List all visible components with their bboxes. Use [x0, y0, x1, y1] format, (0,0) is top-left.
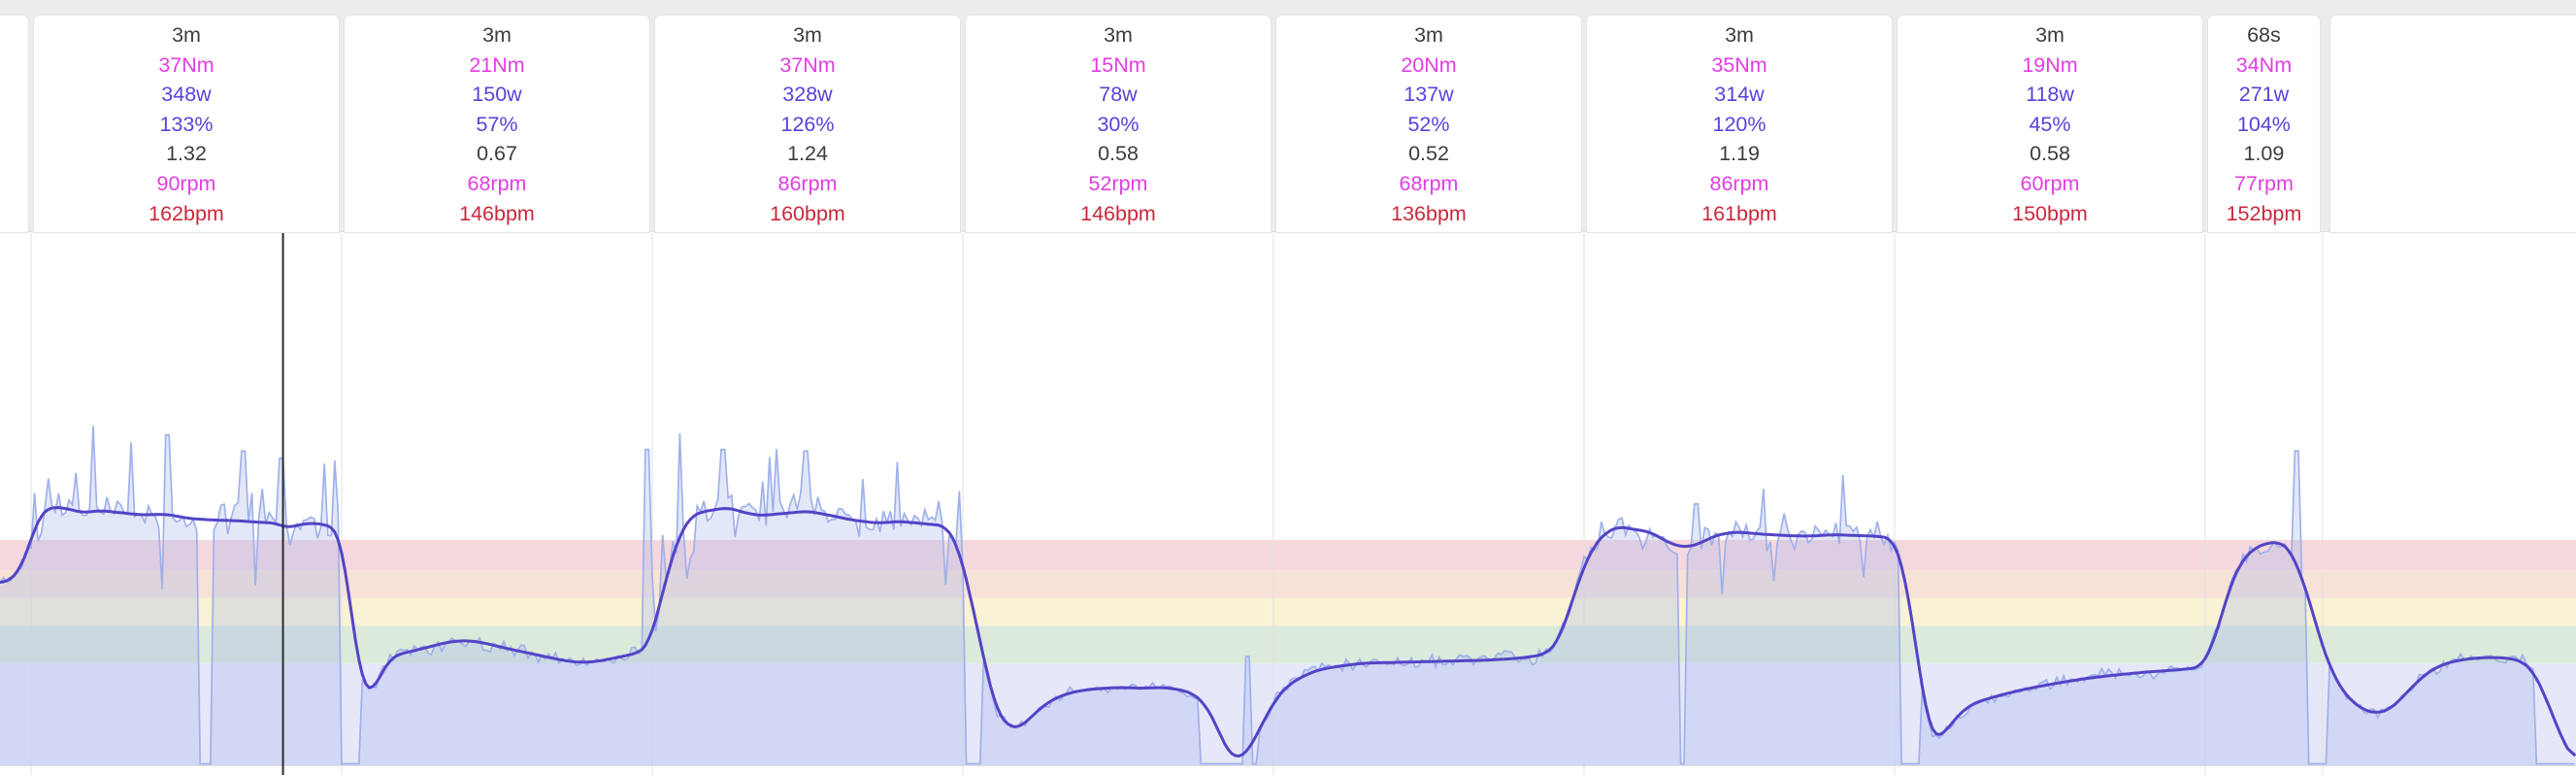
interval-power: 150w: [472, 83, 522, 107]
interval-power: 328w: [782, 83, 833, 107]
interval-ratio: 0.52: [1408, 142, 1449, 166]
interval-duration: 3m: [2035, 23, 2064, 47]
interval-card[interactable]: 3m 37Nm 348w 133% 1.32 90rpm 162bpm: [33, 15, 340, 233]
interval-power: 348w: [161, 83, 212, 107]
interval-torque: 21Nm: [469, 52, 525, 77]
interval-hr: 162bpm: [149, 201, 224, 225]
interval-hr: 150bpm: [2012, 201, 2088, 225]
interval-card[interactable]: 3m 15Nm 78w 30% 0.58 52rpm 146bpm: [965, 15, 1271, 233]
raw-power-area-fill: [0, 425, 2576, 765]
interval-hr: 161bpm: [1701, 201, 1777, 225]
interval-ratio: 1.24: [787, 142, 828, 166]
interval-card[interactable]: 3m 35Nm 314w 120% 1.19 86rpm 161bpm: [1586, 15, 1893, 233]
zone-band-zone-3: [0, 597, 2576, 626]
interval-cadence: 86rpm: [777, 171, 838, 195]
interval-torque: 20Nm: [1401, 52, 1457, 77]
interval-duration: 3m: [1104, 23, 1133, 47]
interval-cadence: 90rpm: [156, 171, 216, 195]
smoothed-power-series: [0, 506, 2576, 758]
interval-ratio: 1.19: [1719, 142, 1760, 166]
interval-card[interactable]: 3m 21Nm 150w 57% 0.67 68rpm 146bpm: [344, 15, 650, 233]
interval-torque: 37Nm: [158, 52, 215, 77]
interval-percent: 30%: [1097, 112, 1139, 136]
interval-cards-row: 3m 37Nm 348w 133% 1.32 90rpm 162bpm 3m 21Nm 150w 5…: [0, 0, 2576, 233]
interval-power: 271w: [2238, 83, 2290, 107]
interval-hr: 136bpm: [1391, 201, 1467, 225]
interval-duration: 3m: [793, 23, 822, 47]
interval-card-partial-left[interactable]: [0, 15, 29, 233]
zone-band-zone-4: [0, 569, 2576, 598]
interval-card[interactable]: 3m 19Nm 118w 45% 0.58 60rpm 150bpm: [1897, 15, 2203, 233]
interval-card[interactable]: 3m 37Nm 328w 126% 1.24 86rpm 160bpm: [654, 15, 961, 233]
interval-power: 118w: [2026, 83, 2074, 107]
interval-power: 314w: [1714, 83, 1765, 107]
interval-percent: 126%: [780, 112, 835, 136]
interval-hr: 160bpm: [770, 201, 845, 225]
interval-percent: 104%: [2236, 112, 2291, 136]
interval-cadence: 68rpm: [1399, 171, 1459, 195]
interval-card[interactable]: 3m 20Nm 137w 52% 0.52 68rpm 136bpm: [1275, 15, 1582, 233]
interval-duration: 68s: [2247, 23, 2281, 47]
zone-band-zone-2: [0, 625, 2576, 663]
zone-band-zone-1: [0, 662, 2576, 765]
interval-card[interactable]: 68s 34Nm 271w 104% 1.09 77rpm 152bpm: [2207, 15, 2321, 233]
interval-cadence: 52rpm: [1088, 171, 1148, 195]
interval-ratio: 0.67: [477, 142, 517, 166]
chart-gridlines: [30, 233, 2324, 775]
interval-torque: 34Nm: [2235, 52, 2293, 77]
zone-band-zone-5: [0, 539, 2576, 570]
interval-hr: 152bpm: [2226, 201, 2302, 225]
interval-percent: 120%: [1712, 112, 1767, 136]
interval-torque: 37Nm: [779, 52, 836, 77]
interval-duration: 3m: [1725, 23, 1754, 47]
interval-cadence: 60rpm: [2020, 171, 2080, 195]
interval-cadence: 68rpm: [467, 171, 527, 195]
interval-hr: 146bpm: [459, 201, 535, 225]
interval-duration: 3m: [1414, 23, 1443, 47]
interval-percent: 52%: [1407, 112, 1450, 136]
interval-cadence: 77rpm: [2233, 171, 2294, 195]
interval-ratio: 0.58: [1098, 142, 1139, 166]
interval-cadence: 86rpm: [1709, 171, 1769, 195]
interval-duration: 3m: [482, 23, 512, 47]
interval-card-empty-right[interactable]: [2329, 15, 2576, 233]
interval-power: 137w: [1404, 83, 1454, 107]
interval-hr: 146bpm: [1080, 201, 1156, 225]
interval-ratio: 1.09: [2243, 142, 2285, 166]
interval-torque: 19Nm: [2022, 52, 2078, 77]
interval-percent: 57%: [476, 112, 518, 136]
interval-ratio: 0.58: [2030, 142, 2070, 166]
interval-duration: 3m: [172, 23, 201, 47]
interval-torque: 15Nm: [1090, 52, 1146, 77]
power-zone-bands: [0, 539, 2576, 765]
interval-power: 78w: [1099, 83, 1138, 107]
interval-torque: 35Nm: [1711, 52, 1767, 77]
interval-percent: 133%: [159, 112, 214, 136]
interval-percent: 45%: [2029, 112, 2071, 136]
interval-ratio: 1.32: [166, 142, 207, 166]
